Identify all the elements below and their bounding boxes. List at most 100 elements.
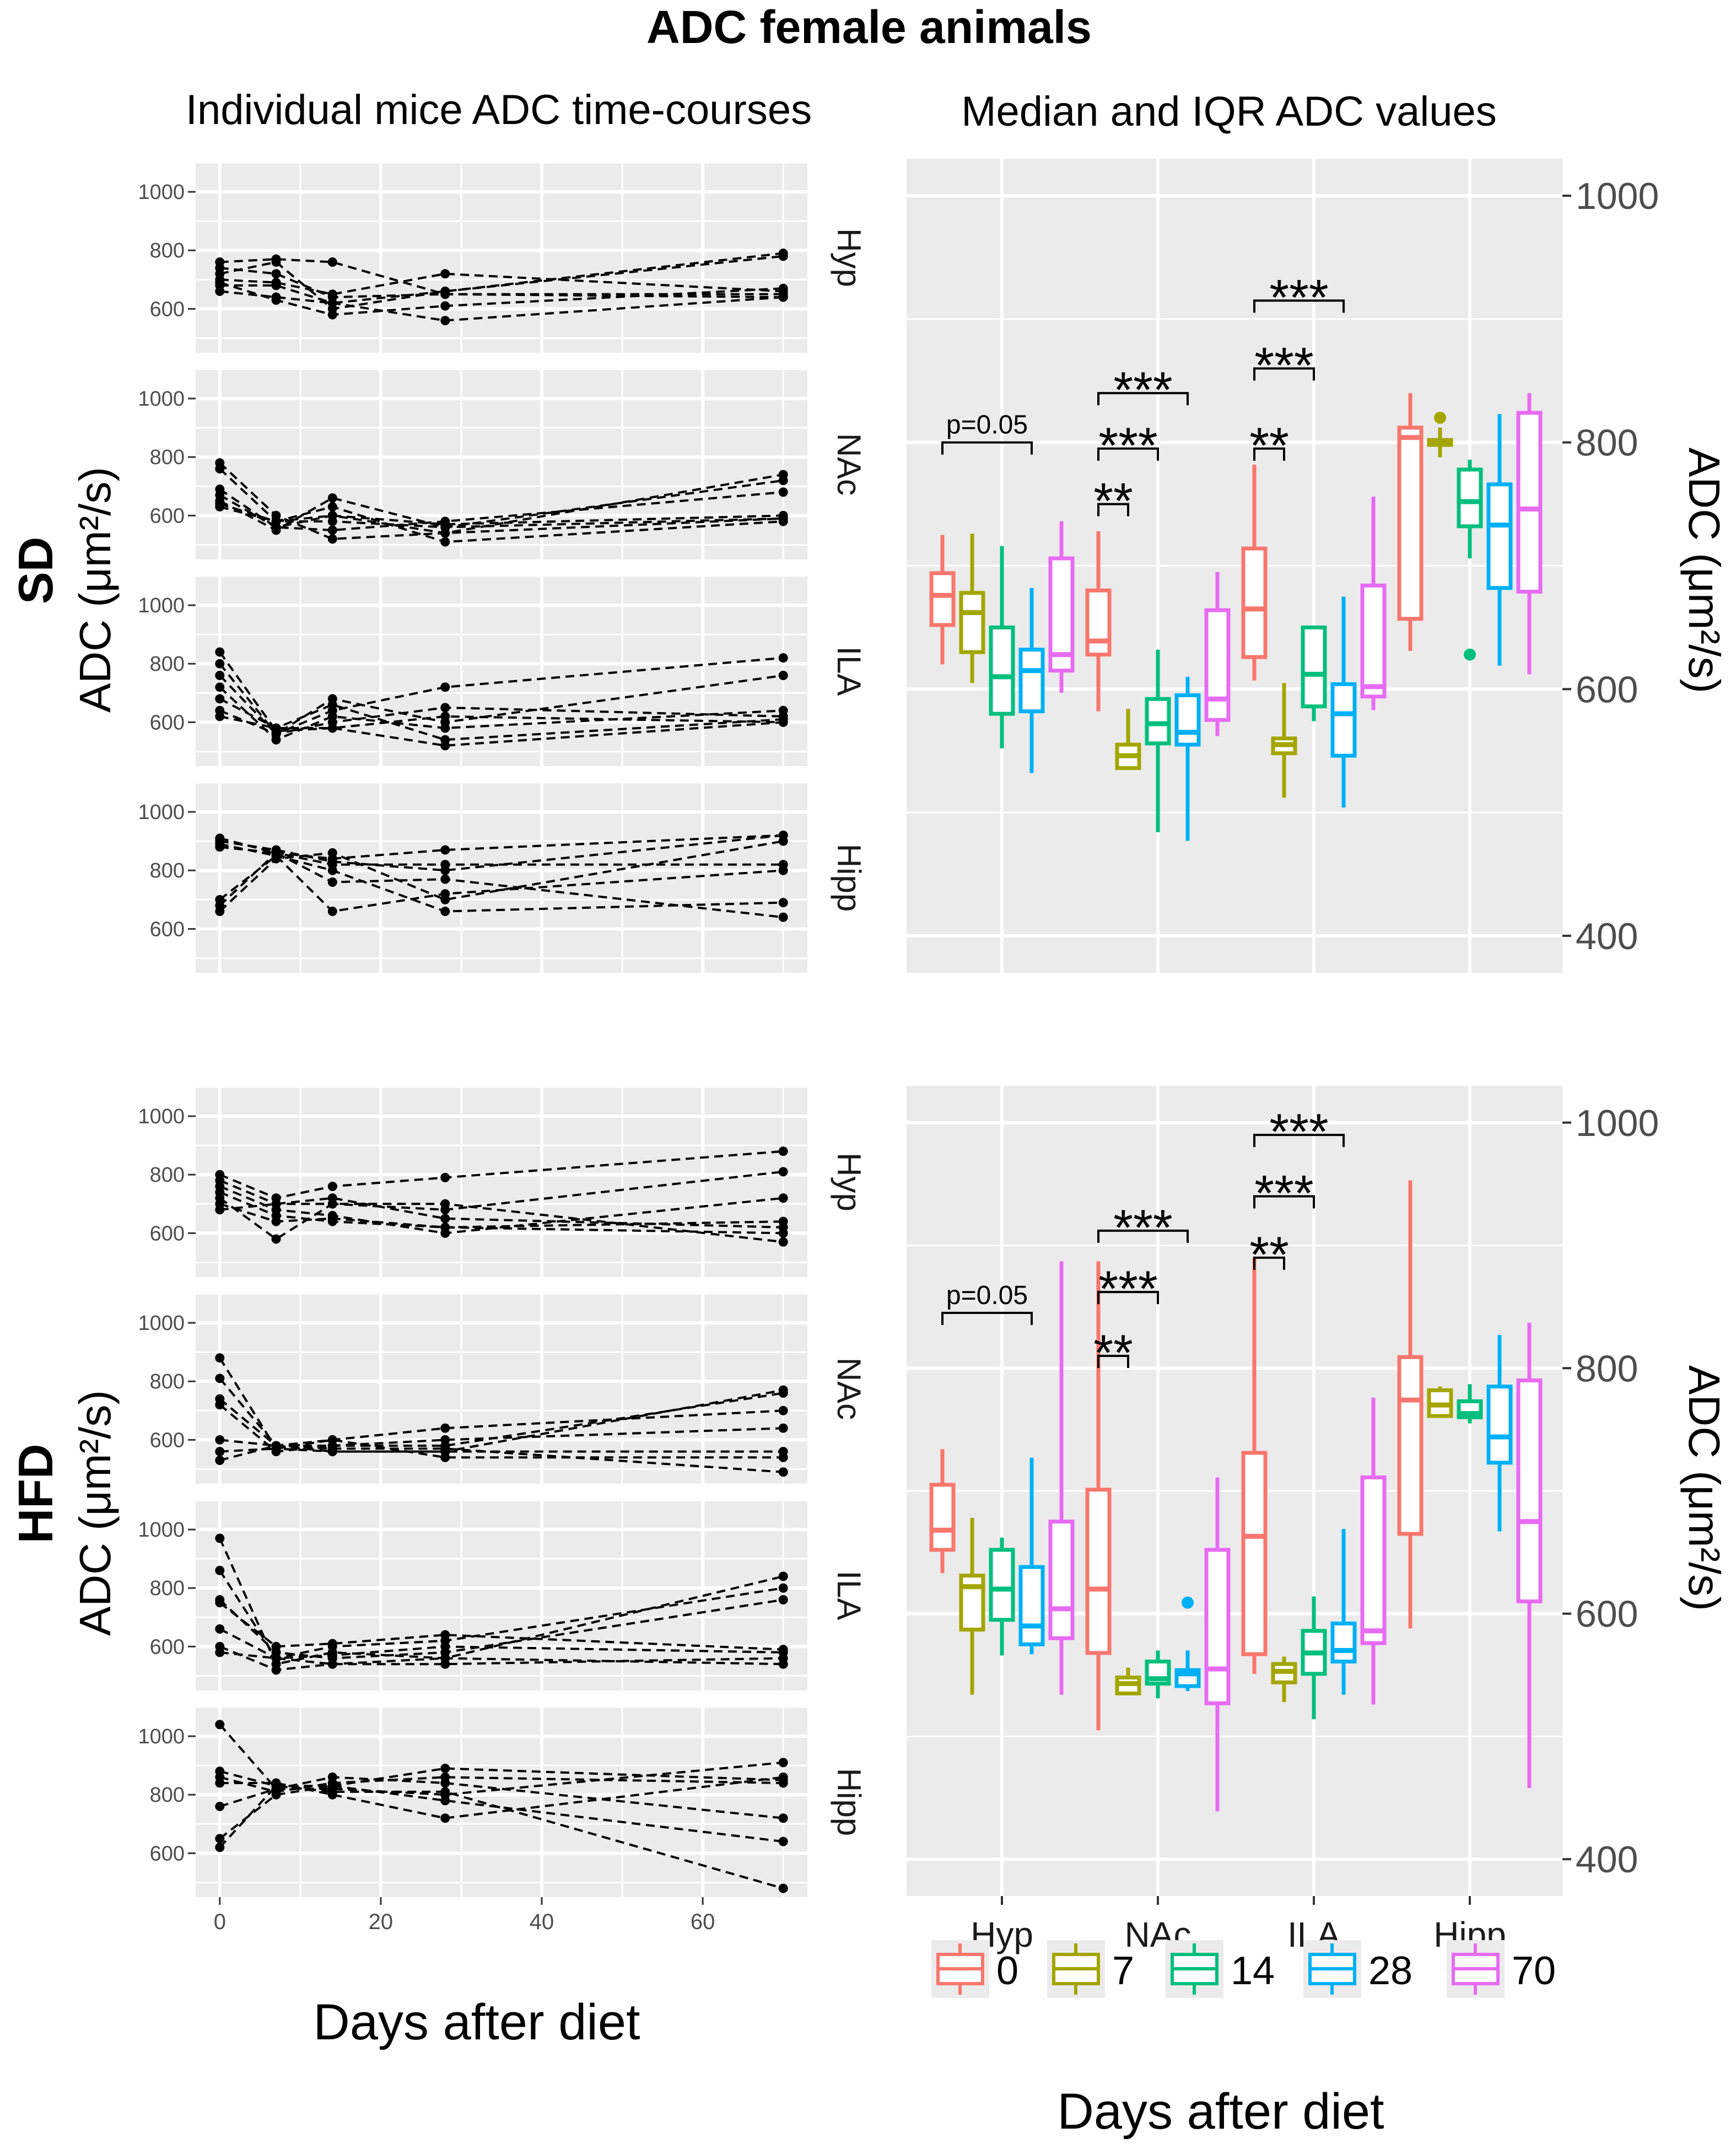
significance-label: *** (1113, 1200, 1172, 1256)
data-point (778, 1388, 788, 1398)
x-tick-label: 40 (530, 1910, 554, 1934)
facet-strip-label-NAc: NAc (831, 1358, 867, 1420)
significance-bracket (1253, 1195, 1315, 1209)
data-point (440, 895, 450, 904)
y-tick-label: 1000 (138, 1312, 185, 1335)
data-point (440, 519, 450, 529)
data-point (778, 510, 788, 520)
data-point (440, 269, 450, 279)
data-point (215, 1834, 225, 1844)
iqr-box (1204, 1548, 1231, 1705)
y-tick-label: 400 (1576, 1839, 1638, 1881)
left-xlabel: Days after diet (313, 1994, 640, 2050)
iqr-box (1330, 1622, 1357, 1664)
hfd-right-ylabel: ADC (μm²/s) (1680, 1365, 1729, 1611)
data-point (327, 877, 337, 887)
data-point (440, 287, 450, 297)
data-point (215, 1353, 225, 1363)
facet-panel-Hyp (196, 1087, 807, 1277)
significance-label: p=0.05 (946, 1281, 1028, 1310)
data-point (215, 464, 225, 473)
mouse-time-course (218, 1538, 784, 1666)
hfd-individual-time-courses: 6008001000Hyp6008001000NAc6008001000ILA6… (138, 1086, 867, 1934)
significance-bracket (1253, 1256, 1285, 1270)
data-point (778, 292, 788, 302)
data-point (778, 1193, 788, 1203)
iqr-box (1204, 608, 1231, 722)
significance-label: ** (1093, 473, 1133, 530)
data-point (778, 912, 788, 922)
y-tick-label: 400 (1576, 915, 1638, 957)
data-point (327, 860, 337, 870)
data-point (327, 1772, 337, 1782)
significance-label: ** (1093, 1325, 1133, 1381)
data-point (215, 1447, 225, 1457)
data-point (215, 502, 225, 511)
iqr-box (1360, 1475, 1387, 1645)
y-tick-label: 1000 (1576, 1102, 1659, 1144)
data-point (778, 1654, 788, 1663)
data-point (327, 1639, 337, 1649)
facet-strip-label-Hyp: Hyp (831, 1152, 867, 1211)
y-tick-label: 800 (1576, 422, 1638, 464)
group-label-sd: SD (8, 537, 63, 604)
data-point (778, 670, 788, 680)
data-point (440, 1173, 450, 1183)
data-point (271, 281, 281, 290)
x-tick-label: 60 (691, 1910, 715, 1934)
data-point (440, 741, 450, 751)
significance-label: ** (1249, 1227, 1289, 1283)
hfd-left-ylabel: ADC (μm²/s) (71, 1390, 120, 1636)
data-point (271, 1216, 281, 1226)
data-point (327, 907, 337, 917)
data-point (778, 1883, 788, 1893)
data-point (215, 682, 225, 692)
mouse-time-course (219, 1602, 784, 1651)
data-point (327, 1659, 337, 1669)
legend-label-14: 14 (1231, 1949, 1275, 1993)
data-point (271, 525, 281, 535)
data-point (440, 682, 450, 692)
data-point (440, 301, 450, 311)
significance-label: *** (1254, 1165, 1313, 1221)
y-tick-label: 800 (150, 446, 185, 469)
data-point (215, 1456, 225, 1466)
iqr-box (929, 1483, 956, 1552)
significance-label: *** (1254, 337, 1313, 394)
legend-label-28: 28 (1368, 1949, 1412, 1993)
iqr-box (1516, 411, 1543, 594)
data-point (440, 703, 450, 713)
data-point (778, 487, 788, 497)
data-point (327, 1193, 337, 1203)
data-point (271, 1654, 281, 1663)
iqr-box (1516, 1378, 1543, 1603)
sd-left-ylabel: ADC (μm²/s) (71, 467, 120, 713)
data-point (440, 1659, 450, 1669)
data-point (215, 842, 225, 852)
data-point (271, 1790, 281, 1800)
sd-individual-time-courses: 600 800 1000 Hyp 600 800 1000 NAc 600 800 1000 ILA 6… (138, 161, 867, 973)
data-point (440, 1452, 450, 1462)
data-point (327, 1787, 337, 1797)
iqr-box (1397, 426, 1424, 621)
iqr-box (1360, 583, 1387, 699)
iqr-box (989, 625, 1015, 716)
data-point (215, 1400, 225, 1410)
data-point (327, 310, 337, 320)
y-tick-label: 1000 (138, 181, 185, 204)
y-tick-label: 800 (150, 1370, 185, 1393)
data-point (440, 316, 450, 326)
left-panel-title: Individual mice ADC time-courses (186, 87, 812, 133)
data-point (440, 1787, 450, 1797)
data-point (215, 1647, 225, 1657)
iqr-box (1018, 648, 1045, 714)
significance-bracket (1097, 1355, 1129, 1368)
data-point (327, 1214, 337, 1224)
iqr-box (929, 571, 956, 627)
data-point (778, 1405, 788, 1415)
data-point (271, 516, 281, 526)
y-tick-label: 600 (150, 1222, 185, 1245)
data-point (271, 1641, 281, 1651)
outlier-point (1434, 411, 1446, 424)
